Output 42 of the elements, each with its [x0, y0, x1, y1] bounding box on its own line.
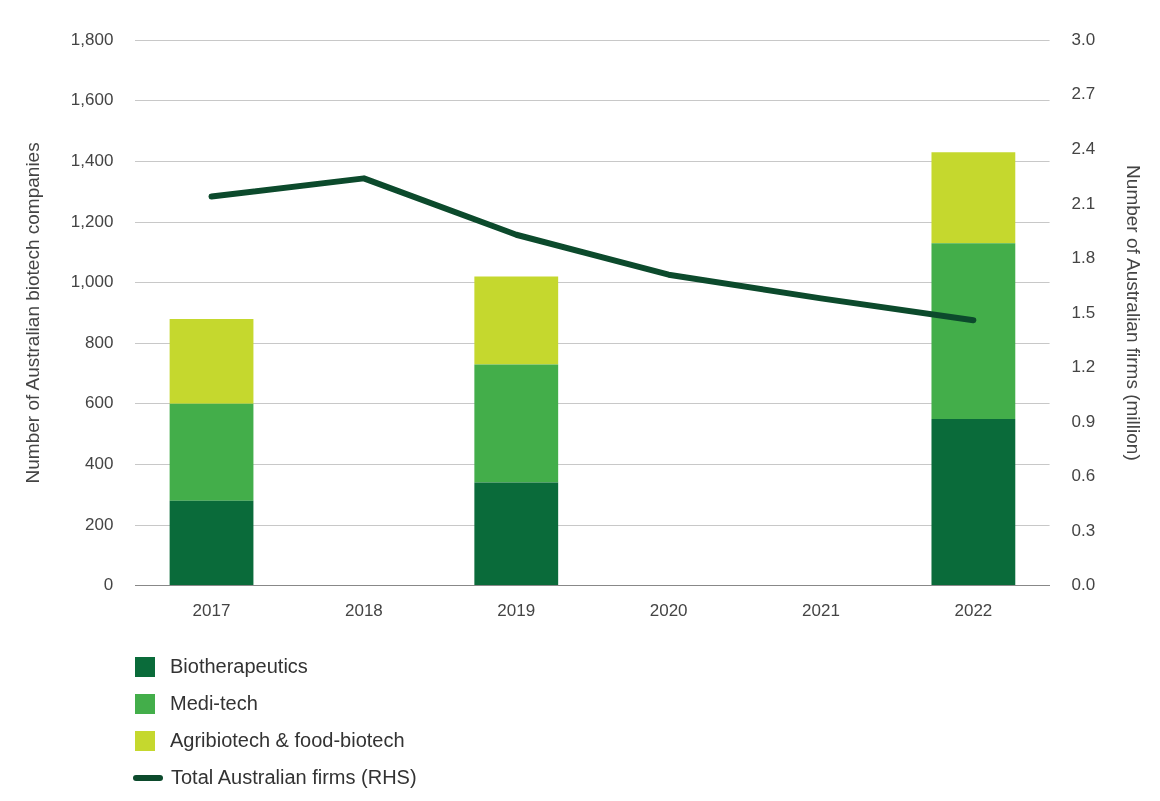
- y2-tick-label: 0.3: [1071, 520, 1096, 540]
- x-tick-label: 2020: [649, 601, 688, 621]
- y2-axis-title: Number of Australian firms (million): [1123, 165, 1145, 461]
- y-tick-label: 0: [103, 575, 114, 595]
- y-tick-label: 1,400: [70, 151, 114, 171]
- y-tick-label: 600: [84, 393, 114, 413]
- y2-tick-label: 0.6: [1071, 466, 1096, 486]
- legend-label: Agribiotech & food-biotech: [170, 729, 405, 752]
- bar: [474, 276, 559, 365]
- y2-tick-label: 1.2: [1071, 357, 1096, 377]
- bar: [931, 152, 1016, 244]
- bar: [169, 500, 254, 586]
- y2-tick-label: 2.4: [1071, 138, 1096, 158]
- x-tick-label: 2022: [954, 601, 993, 621]
- bar: [474, 482, 559, 586]
- x-tick-label: 2017: [192, 601, 231, 621]
- y-tick-label: 1,000: [70, 272, 114, 292]
- y-tick-label: 400: [84, 454, 114, 474]
- y-tick-label: 200: [84, 514, 114, 534]
- y2-tick-label: 3.0: [1071, 29, 1096, 49]
- bar: [931, 418, 1016, 586]
- y-tick-label: 800: [84, 332, 114, 352]
- y2-tick-label: 2.1: [1071, 193, 1096, 213]
- y2-tick-label: 0.9: [1071, 411, 1096, 431]
- bar: [169, 318, 254, 404]
- y2-tick-label: 0.0: [1071, 575, 1096, 595]
- y2-tick-label: 1.8: [1071, 248, 1096, 268]
- legend-label: Total Australian firms (RHS): [171, 766, 417, 789]
- y-tick-label: 1,800: [70, 29, 114, 49]
- legend-label: Biotherapeutics: [170, 655, 308, 678]
- x-tick-label: 2018: [344, 601, 383, 621]
- y-tick-label: 1,200: [70, 211, 114, 231]
- legend-label: Medi-tech: [170, 692, 258, 715]
- y-tick-label: 1,600: [70, 90, 114, 110]
- bar: [169, 403, 254, 501]
- y-axis-title: Number of Australian biotech companies: [21, 142, 43, 484]
- x-tick-label: 2019: [497, 601, 536, 621]
- x-tick-label: 2021: [802, 601, 840, 621]
- bar: [474, 364, 559, 483]
- y2-tick-label: 2.7: [1071, 84, 1096, 104]
- y2-tick-label: 1.5: [1071, 302, 1096, 322]
- bar: [931, 243, 1016, 419]
